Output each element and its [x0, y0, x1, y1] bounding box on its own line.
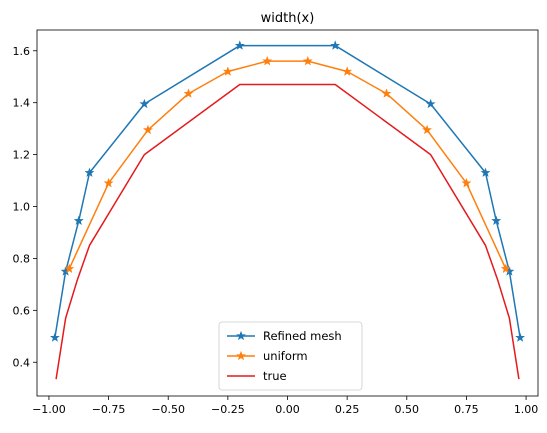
y-tick-label: 1.0 — [13, 201, 31, 214]
y-tick-label: 0.6 — [13, 304, 31, 317]
y-tick-label: 0.8 — [13, 252, 31, 265]
y-tick-label: 1.6 — [13, 45, 31, 58]
legend-marker — [236, 330, 246, 341]
legend: Refined mesh uniform true — [218, 321, 363, 391]
series-uniform — [64, 55, 511, 273]
legend-label: true — [263, 369, 287, 383]
data-point — [143, 124, 153, 135]
series-refined-mesh — [49, 40, 526, 342]
data-point — [342, 66, 353, 76]
data-point — [515, 332, 526, 342]
data-point — [480, 167, 491, 177]
data-point — [139, 98, 150, 109]
legend-box — [218, 321, 363, 391]
data-point — [84, 167, 95, 177]
x-tick-label: −0.25 — [211, 403, 245, 416]
y-tick-label: 0.4 — [13, 356, 31, 369]
data-point — [422, 124, 432, 135]
data-point — [49, 332, 60, 342]
data-point — [491, 215, 502, 225]
data-point — [183, 88, 194, 98]
x-tick-label: 0.00 — [275, 403, 300, 416]
axis-ticks: −1.00 −0.75 −0.50 −0.25 0.00 0.25 0.50 0.75 1.00… — [13, 45, 539, 416]
data-point — [381, 88, 392, 98]
legend-label: uniform — [263, 349, 308, 363]
legend-label: Refined mesh — [263, 329, 342, 343]
data-point — [73, 215, 84, 225]
data-point — [425, 98, 436, 109]
data-point — [103, 177, 114, 188]
plot-area — [49, 40, 526, 380]
legend-item: true — [227, 369, 287, 383]
chart-title: width(x) — [261, 11, 315, 26]
data-point — [330, 40, 341, 50]
series-line-refined-mesh — [54, 44, 521, 338]
legend-marker — [236, 350, 246, 361]
x-tick-label: −1.00 — [32, 403, 66, 416]
y-tick-label: 1.2 — [13, 149, 31, 162]
x-tick-label: 1.00 — [514, 403, 539, 416]
x-tick-label: 0.25 — [335, 403, 360, 416]
series-line-true — [55, 83, 520, 380]
series-line-uniform — [68, 60, 507, 270]
series-true — [55, 83, 520, 380]
x-tick-label: −0.75 — [92, 403, 126, 416]
data-point — [500, 263, 511, 273]
x-tick-label: 0.75 — [454, 403, 479, 416]
legend-item: uniform — [227, 349, 308, 363]
data-point — [262, 55, 273, 66]
data-point — [222, 66, 233, 76]
data-point — [461, 177, 472, 188]
data-point — [234, 40, 245, 50]
x-tick-label: 0.50 — [395, 403, 420, 416]
y-tick-label: 1.4 — [13, 97, 31, 110]
data-point — [64, 263, 75, 273]
data-point — [302, 55, 313, 66]
x-tick-label: −0.50 — [151, 403, 185, 416]
legend-item: Refined mesh — [227, 329, 342, 343]
